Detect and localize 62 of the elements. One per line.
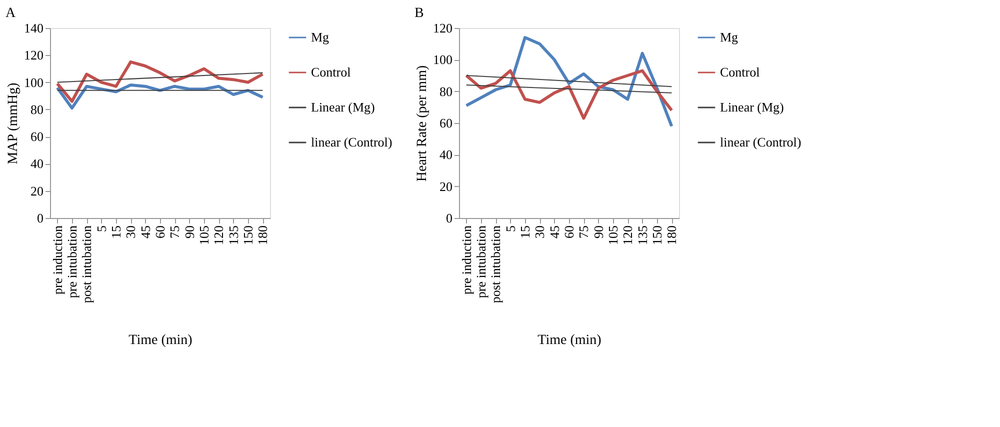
x-tick-label: 45 [546,226,562,238]
x-tick-label: 150 [240,226,256,245]
x-tick-label: 105 [606,226,620,245]
legend-label: Linear (Mg) [311,100,375,114]
y-tick-label: 140 [24,20,44,36]
y-tick-label: 60 [440,116,452,130]
y-tick-label: 40 [30,156,44,172]
y-tick-label: 40 [440,147,452,162]
x-tick-label: 180 [255,226,270,245]
x-tick-label: 5 [94,226,109,232]
y-axis-title: Heart Rate (per mm) [415,65,430,182]
x-tick-label: 150 [650,226,664,245]
y-axis-title: MAP (mmHg) [6,82,21,164]
chart-title: A [6,6,16,21]
x-tick-label: 90 [590,226,606,238]
x-tick-label: pre intubation [64,225,80,298]
legend-label: Mg [720,30,739,44]
x-tick-label: pre induction [458,225,474,294]
legend-label: Control [720,64,760,80]
x-tick-label: 120 [211,226,226,245]
y-tick-label: 0 [446,210,452,226]
x-tick-label: pre induction [50,225,65,294]
x-axis-title: Time (min) [538,333,602,348]
x-tick-label: 5 [502,226,518,232]
line-series [56,60,264,103]
y-tick-label: 100 [24,74,44,90]
legend-label: Linear (Mg) [720,100,784,114]
y-tick-label: 60 [30,129,44,144]
x-tick-label: 60 [152,226,168,238]
line-series [464,69,674,120]
chart-title: B [414,6,424,21]
x-tick-label: 30 [532,226,548,238]
x-tick-label: 75 [576,226,592,238]
x-tick-label: 105 [196,226,212,245]
y-tick-label: 120 [433,20,452,36]
y-tick-label: 80 [30,102,44,117]
x-tick-label: 180 [664,226,680,245]
x-tick-label: 15 [108,226,124,238]
x-tick-label: 15 [518,226,532,238]
x-axis-title: Time (min) [128,333,193,348]
x-tick-label: 30 [123,226,138,238]
legend-label: Control [311,64,352,80]
x-tick-label: 45 [138,226,153,238]
y-tick-label: 100 [433,52,452,68]
line-series [56,84,264,110]
x-tick-label: post intubation [488,225,504,304]
x-tick-label: 60 [562,226,576,238]
x-tick-label: 135 [634,226,650,245]
y-tick-label: 20 [30,183,44,198]
x-tick-label: 90 [182,226,197,238]
x-tick-label: 135 [226,226,241,245]
legend-label: linear (Control) [720,134,802,150]
y-tick-label: 20 [440,178,452,194]
y-tick-label: 120 [24,48,44,63]
x-tick-label: post intubation [79,225,94,304]
legend-label: Mg [311,30,330,44]
y-tick-label: 80 [440,84,452,99]
x-tick-label: 120 [620,226,636,245]
y-tick-label: 0 [37,210,44,226]
x-tick-label: pre intubation [474,225,488,298]
x-tick-label: 75 [167,226,182,238]
legend-label: linear (Control) [311,134,392,150]
